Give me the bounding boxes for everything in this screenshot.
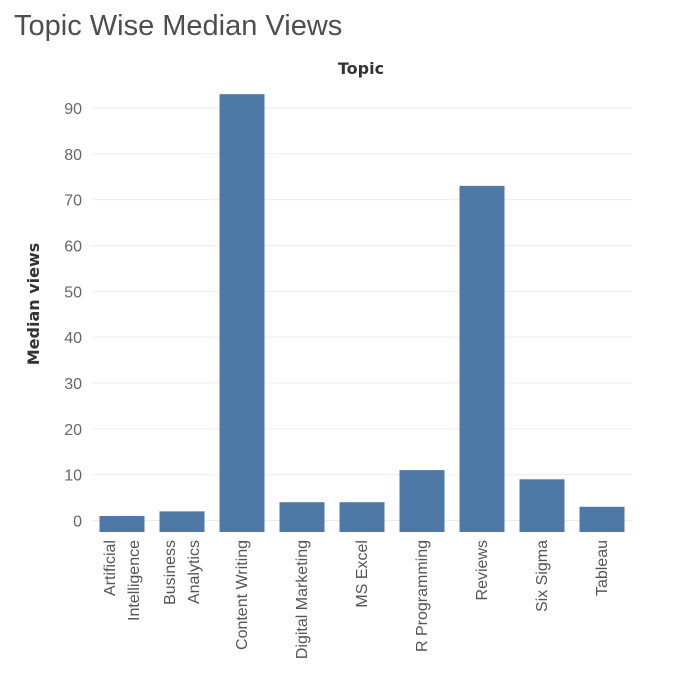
y-tick-label: 0 xyxy=(73,514,82,531)
x-tick-label: Intelligence xyxy=(126,540,143,621)
y-axis-title: Median views xyxy=(24,243,43,366)
x-axis-categories: Artificial Intelligence Business Analytics C… xyxy=(102,540,611,659)
x-tick-label: Business xyxy=(162,540,179,605)
y-axis-ticks: 0 10 20 30 40 50 60 70 80 90 xyxy=(64,101,82,531)
bar[interactable] xyxy=(159,511,205,532)
x-tick-label: Six Sigma xyxy=(534,540,551,612)
x-tick-label: Artificial xyxy=(102,540,119,596)
x-tick-label: Digital Marketing xyxy=(294,540,311,659)
y-tick-label: 10 xyxy=(64,468,82,485)
bar[interactable] xyxy=(279,502,325,532)
bar[interactable] xyxy=(459,185,505,532)
x-axis-title: Topic xyxy=(338,59,384,78)
bar[interactable] xyxy=(219,94,265,533)
x-tick-label: R Programming xyxy=(414,540,431,652)
x-tick-label: Content Writing xyxy=(234,540,251,650)
chart-title: Topic Wise Median Views xyxy=(14,10,343,42)
bar[interactable] xyxy=(399,470,445,532)
y-tick-label: 20 xyxy=(64,422,82,439)
y-tick-label: 50 xyxy=(64,284,82,301)
x-tick-label: MS Excel xyxy=(354,540,371,608)
bar[interactable] xyxy=(339,502,385,532)
gridlines xyxy=(92,107,632,522)
y-tick-label: 30 xyxy=(64,376,82,393)
y-tick-label: 90 xyxy=(64,101,82,118)
bar[interactable] xyxy=(99,515,145,532)
y-tick-label: 60 xyxy=(64,238,82,255)
y-tick-label: 70 xyxy=(64,193,82,210)
bar[interactable] xyxy=(519,479,565,532)
y-tick-label: 80 xyxy=(64,147,82,164)
bar[interactable] xyxy=(579,506,625,532)
y-tick-label: 40 xyxy=(64,330,82,347)
bars xyxy=(99,94,625,533)
x-tick-label: Analytics xyxy=(186,540,203,604)
x-tick-label: Tableau xyxy=(594,540,611,596)
x-tick-label: Reviews xyxy=(474,540,491,600)
